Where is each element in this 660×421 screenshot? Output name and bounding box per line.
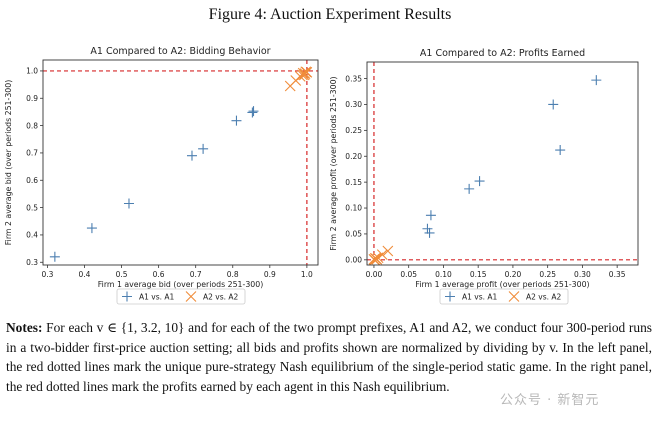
x-tick-label: 0.05 [400, 270, 417, 279]
watermark: 公众号 · 新智元 [500, 393, 600, 408]
y-tick-label: 0.7 [26, 149, 38, 158]
data-point-a2-vs-a2 [382, 245, 394, 257]
x-tick-label: 0.35 [609, 270, 626, 279]
y-tick-label: 0.4 [26, 231, 38, 240]
data-point-a1-vs-a1 [186, 150, 197, 161]
y-tick-label: 0.10 [345, 204, 362, 213]
y-axis-label: Firm 2 average bid (over periods 251-300… [4, 80, 13, 246]
data-point-a2-vs-a2 [298, 69, 310, 81]
y-tick-label: 0.3 [26, 258, 38, 267]
legend-label: A2 vs. A2 [526, 293, 562, 302]
data-point-a1-vs-a1 [123, 198, 134, 209]
data-point-a1-vs-a1 [464, 183, 475, 194]
chart-panel-2: A1 Compared to A2: Profits Earned 0.00 0.0… [329, 48, 639, 305]
legend: A1 vs. A1 A2 vs. A2 [116, 288, 246, 305]
chart-title: A1 Compared to A2: Bidding Behavior [90, 46, 270, 57]
figure-notes: Notes: For each v ∈ {1, 3.2, 10} and for… [6, 318, 652, 396]
legend-label: A1 vs. A1 [462, 293, 498, 302]
data-point-a1-vs-a1 [424, 227, 435, 238]
data-point-a1-vs-a1 [248, 106, 259, 117]
y-tick-label: 0.8 [26, 121, 38, 130]
plot-frame [366, 61, 639, 266]
y-tick-label: 0.20 [345, 152, 362, 161]
data-point-a1-vs-a1 [422, 223, 433, 234]
data-point-a1-vs-a1 [231, 115, 242, 126]
x-tick-label: 1.0 [301, 270, 313, 279]
legend-label: A2 vs. A2 [203, 293, 239, 302]
legend-label: A1 vs. A1 [139, 293, 175, 302]
data-point-a1-vs-a1 [425, 210, 436, 221]
data-point-a1-vs-a1 [548, 99, 559, 110]
data-point-a1-vs-a1 [49, 251, 60, 262]
chart-title: A1 Compared to A2: Profits Earned [420, 48, 585, 59]
y-tick-label: 0.00 [345, 256, 362, 265]
x-tick-label: 0.10 [435, 270, 452, 279]
legend-marker-plus-icon [122, 291, 132, 302]
y-tick-label: 0.6 [26, 176, 38, 185]
notes-text: For each v ∈ {1, 3.2, 10} and for each o… [6, 320, 652, 394]
x-tick-label: 0.15 [470, 270, 487, 279]
x-tick-label: 0.30 [574, 270, 591, 279]
y-axis-label: Firm 2 average profit (over periods 251-… [329, 76, 338, 250]
y-tick-label: 0.5 [26, 203, 38, 212]
x-tick-label: 0.5 [116, 270, 128, 279]
x-axis-label: Firm 1 average bid (over periods 251-300… [98, 280, 264, 289]
legend-marker-x-icon [185, 291, 197, 302]
legend-marker-x-icon [508, 291, 520, 302]
plot-frame [42, 59, 319, 266]
figure-title: Figure 4: Auction Experiment Results [208, 6, 452, 23]
x-tick-label: 0.20 [505, 270, 522, 279]
data-point-a1-vs-a1 [198, 143, 209, 154]
data-point-a2-vs-a2 [368, 253, 380, 265]
data-point-a1-vs-a1 [86, 223, 97, 234]
notes-label: Notes: [6, 320, 43, 335]
x-tick-label: 0.4 [79, 270, 91, 279]
y-tick-label: 0.15 [345, 178, 362, 187]
data-point-a1-vs-a1 [591, 75, 602, 86]
y-tick-label: 0.35 [345, 74, 362, 83]
x-tick-label: 0.9 [264, 270, 276, 279]
data-point-a2-vs-a2 [297, 67, 309, 79]
legend-marker-plus-icon [445, 291, 455, 302]
x-tick-label: 0.8 [227, 270, 239, 279]
x-axis-label: Firm 1 average profit (over periods 251-… [415, 280, 589, 289]
y-tick-label: 0.9 [26, 94, 38, 103]
legend-box [439, 288, 569, 305]
y-tick-label: 1.0 [26, 67, 38, 76]
x-tick-label: 0.00 [366, 270, 383, 279]
x-tick-label: 0.7 [190, 270, 202, 279]
x-tick-label: 0.3 [41, 270, 53, 279]
y-tick-label: 0.05 [345, 230, 362, 239]
legend: A1 vs. A1 A2 vs. A2 [439, 288, 569, 305]
data-point-a1-vs-a1 [474, 176, 485, 187]
legend-box [116, 288, 246, 305]
x-tick-label: 0.6 [153, 270, 165, 279]
x-tick-label: 0.25 [539, 270, 556, 279]
data-point-a1-vs-a1 [247, 107, 258, 118]
data-point-a1-vs-a1 [555, 145, 566, 156]
y-tick-label: 0.30 [345, 100, 362, 109]
y-tick-label: 0.25 [345, 126, 362, 135]
